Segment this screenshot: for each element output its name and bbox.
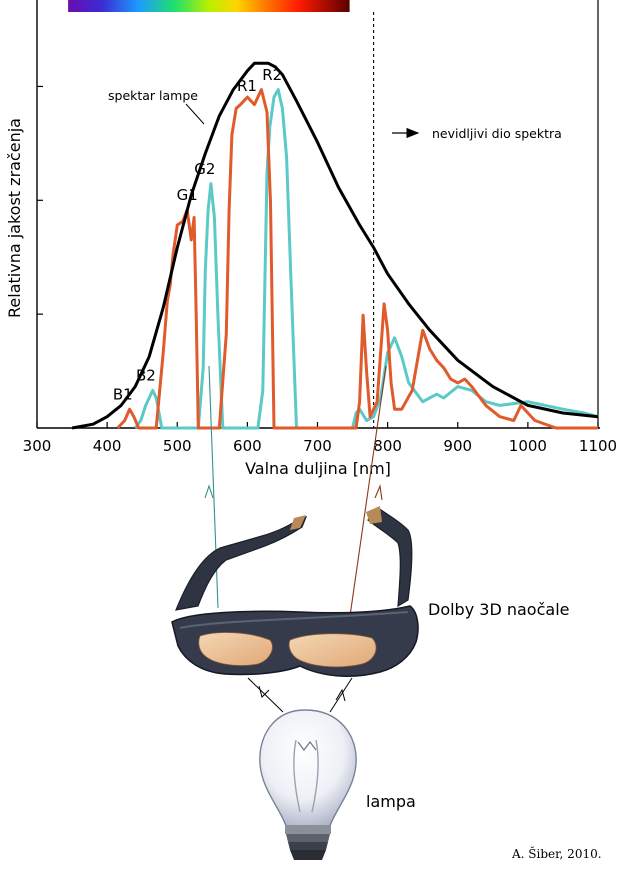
x-tick-label: 400 [93,437,122,455]
lamp-ray-right [329,677,353,713]
lamp-ray-left-head [258,685,270,698]
x-tick-label: 700 [303,437,332,455]
peak-label-b1: B1 [113,385,133,403]
lamp-spectrum-line [71,61,599,430]
x-tick-label: 800 [373,437,402,455]
y-tick-marks [37,85,43,315]
invisible-label: nevidljivi dio spektra [432,126,562,141]
lamp-label: lampa [366,792,416,811]
dolby-3d-glasses [171,506,419,677]
peak-label-r2: R2 [262,66,282,84]
lamp-label-pointer [185,103,205,125]
right-eye-filter-line [116,88,598,430]
x-tick-label: 1000 [509,437,547,455]
chart-axes: 300 400 500 600 700 800 900 1000 1100 [23,0,617,455]
x-tick-label: 300 [23,437,52,455]
y-axis-label: Relativna jakost zračenja [5,118,24,318]
left-eye-filter-line [133,88,599,430]
credit: A. Šiber, 2010. [511,845,602,861]
peak-label-g2: G2 [194,160,215,178]
light-bulb [259,709,357,860]
glasses-label: Dolby 3D naočale [428,600,569,619]
x-ticks: 300 400 500 600 700 800 900 1000 1100 [23,422,617,455]
left-eye-ray-head [204,484,214,499]
right-lens [288,633,377,668]
visible-spectrum-bar [68,0,350,12]
x-tick-label: 500 [163,437,192,455]
x-tick-label: 1100 [579,437,617,455]
right-eye-ray-head [374,483,383,501]
lamp-ray-left [247,677,284,713]
lamp-ray-right-head [335,688,346,702]
left-lens [198,632,273,666]
peak-label-b2: B2 [136,367,156,385]
x-tick-label: 900 [443,437,472,455]
x-axis-label: Valna duljina [nm] [245,459,391,478]
series-group [71,61,599,430]
x-tick-label: 600 [233,437,262,455]
right-eye-ray [349,365,387,617]
peak-label-r1: R1 [237,77,257,95]
lamp-series-label: spektar lampe [108,88,198,103]
peak-label-g1: G1 [177,186,198,204]
